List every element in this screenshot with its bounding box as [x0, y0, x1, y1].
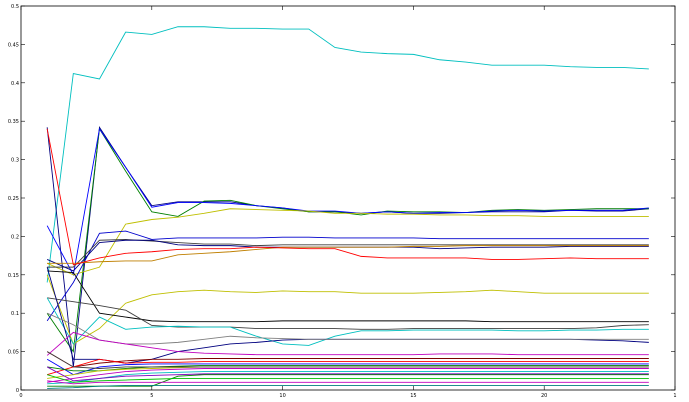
series-line-25	[46, 366, 649, 382]
series-line-27	[46, 351, 649, 369]
y-tick-label: 0.4	[11, 81, 19, 87]
y-tick-label: 0.2	[11, 234, 19, 240]
series-line-19	[47, 358, 649, 376]
y-tick-label: 0.3	[11, 158, 19, 164]
y-tick-label: 0.35	[8, 119, 19, 125]
series-line-26	[47, 374, 649, 387]
y-tick-label: 0.45	[8, 42, 19, 48]
series-line-20	[46, 358, 649, 376]
series-line-24	[47, 371, 649, 385]
y-tick-label: 0.1	[11, 311, 19, 317]
series-line-12	[47, 270, 649, 323]
series-line-29	[47, 380, 649, 385]
axis-layer: 0 0.05 0.1 0.15 0.2 0.25 0.3 0.35 0.4 0.45 0.5 0 5 10…	[8, 4, 677, 399]
y-tick-label: 0.5	[11, 4, 19, 10]
series-line-7	[47, 239, 649, 268]
x-tick-label: 5	[150, 393, 153, 399]
y-tick-label: 0.25	[8, 196, 19, 202]
y-tick-label: 0	[16, 388, 19, 394]
y-tick-label: 0.15	[8, 273, 19, 279]
x-tick-label: 0	[19, 393, 22, 399]
series-line-10	[46, 128, 649, 266]
series-line-30	[47, 384, 649, 389]
series-line-17	[46, 331, 649, 356]
x-tick-label: 15	[410, 393, 416, 399]
series-line-28	[47, 374, 649, 383]
series-line-9	[47, 245, 649, 264]
series-line-14	[46, 297, 649, 346]
series-line-13	[47, 297, 649, 330]
series-line-18	[46, 351, 649, 368]
plot-area-frame	[20, 5, 676, 391]
x-tick-label: 10	[279, 393, 285, 399]
series-line-1	[46, 26, 649, 283]
series-line-11	[46, 274, 649, 345]
series-line-5	[46, 208, 649, 276]
x-tick-label: 1	[673, 393, 676, 399]
series-line-4	[46, 127, 649, 277]
x-tick-label: 20	[541, 393, 547, 399]
series-layer	[46, 26, 649, 389]
series-line-16	[46, 312, 649, 345]
series-line-6	[46, 230, 649, 322]
series-line-23	[47, 368, 649, 383]
y-tick-label: 0.05	[8, 350, 19, 356]
